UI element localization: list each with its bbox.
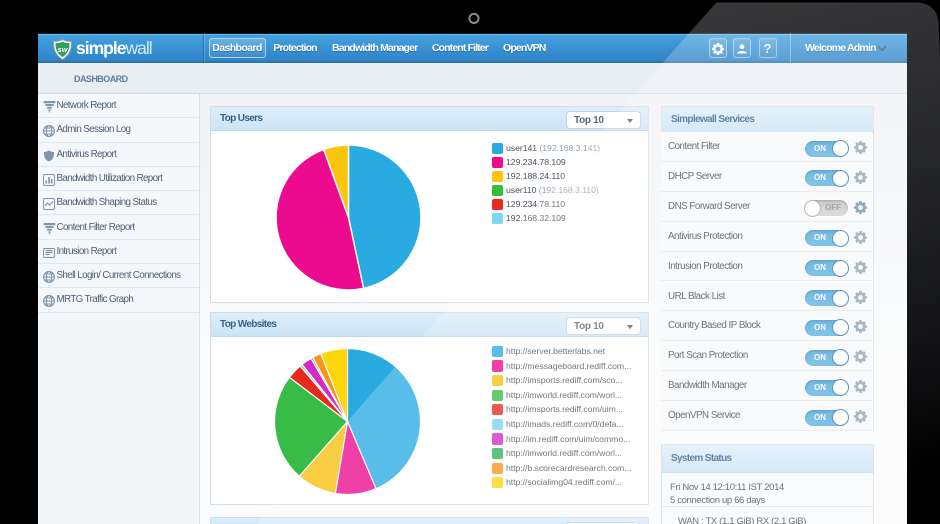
svg-text:sw: sw	[57, 45, 68, 54]
